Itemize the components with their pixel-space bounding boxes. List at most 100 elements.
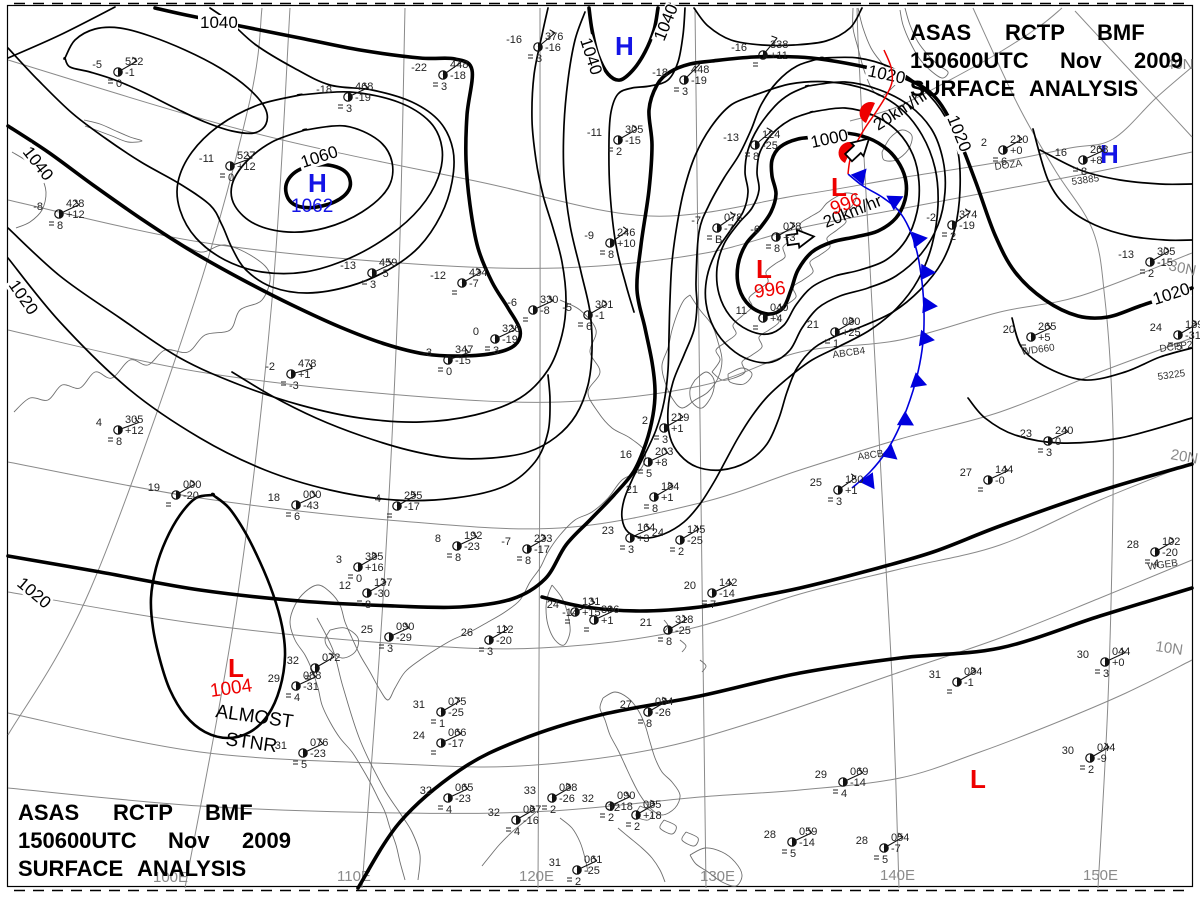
svg-text:-5: -5	[379, 268, 389, 280]
svg-text:30N: 30N	[1167, 257, 1197, 279]
svg-text:044: 044	[1097, 742, 1115, 754]
svg-text:24: 24	[547, 599, 559, 611]
svg-text:24: 24	[1150, 322, 1162, 334]
svg-text:054: 054	[891, 832, 909, 844]
svg-text:L: L	[228, 653, 244, 683]
svg-text:-17: -17	[534, 544, 550, 556]
svg-text:-16: -16	[545, 42, 561, 54]
svg-text:-25: -25	[584, 865, 600, 877]
svg-text:000: 000	[303, 489, 321, 501]
svg-text:044: 044	[1112, 646, 1130, 658]
svg-text:2009: 2009	[1134, 48, 1183, 73]
svg-text:-30: -30	[374, 588, 390, 600]
svg-text:8: 8	[646, 718, 652, 730]
svg-text:H: H	[615, 31, 634, 61]
svg-text:8: 8	[652, 503, 658, 515]
svg-text:150: 150	[845, 474, 863, 486]
svg-text:124: 124	[762, 129, 780, 141]
svg-text:21: 21	[807, 319, 819, 331]
svg-text:24: 24	[652, 527, 664, 539]
svg-text:203: 203	[655, 446, 673, 458]
svg-text:3: 3	[487, 646, 493, 658]
svg-text:066: 066	[448, 727, 466, 739]
svg-text:-43: -43	[303, 500, 319, 512]
svg-text:B: B	[715, 234, 722, 246]
svg-text:2: 2	[608, 812, 614, 824]
svg-text:8: 8	[753, 151, 759, 163]
svg-text:SURFACE: SURFACE	[18, 856, 123, 881]
svg-text:-3: -3	[422, 347, 432, 359]
svg-text:-20: -20	[496, 635, 512, 647]
svg-text:L: L	[756, 254, 772, 284]
svg-text:-15: -15	[625, 135, 641, 147]
svg-text:265: 265	[1038, 321, 1056, 333]
svg-text:16: 16	[620, 449, 632, 461]
svg-text:-12: -12	[430, 270, 446, 282]
svg-text:150E: 150E	[1083, 867, 1118, 884]
svg-text:0: 0	[446, 366, 452, 378]
svg-text:-6: -6	[750, 224, 760, 236]
svg-text:305: 305	[625, 124, 643, 136]
svg-text:7: 7	[710, 599, 716, 611]
svg-text:32: 32	[287, 655, 299, 667]
svg-text:SURFACE: SURFACE	[910, 76, 1015, 101]
svg-text:-17: -17	[448, 738, 464, 750]
svg-text:338: 338	[770, 39, 788, 51]
svg-text:192: 192	[464, 530, 482, 542]
svg-text:-19: -19	[355, 92, 371, 104]
svg-text:448: 448	[450, 59, 468, 71]
svg-text:374: 374	[959, 209, 977, 221]
svg-text:2: 2	[1148, 268, 1154, 280]
svg-text:L: L	[970, 764, 986, 794]
svg-text:396: 396	[601, 604, 619, 616]
svg-text:2: 2	[575, 876, 581, 888]
svg-text:25: 25	[810, 477, 822, 489]
svg-text:078: 078	[783, 221, 801, 233]
svg-text:+8: +8	[655, 457, 668, 469]
svg-text:2: 2	[981, 137, 987, 149]
svg-text:2: 2	[634, 821, 640, 833]
svg-text:+3: +3	[783, 232, 796, 244]
svg-text:20: 20	[1003, 324, 1015, 336]
svg-text:6: 6	[294, 511, 300, 523]
svg-text:246: 246	[617, 227, 635, 239]
svg-text:-8: -8	[33, 201, 43, 213]
svg-text:4: 4	[841, 788, 847, 800]
svg-text:2: 2	[616, 146, 622, 158]
svg-text:131: 131	[582, 596, 600, 608]
svg-text:+0: +0	[1112, 657, 1125, 669]
svg-text:-14: -14	[799, 837, 815, 849]
svg-text:8: 8	[57, 220, 63, 232]
svg-text:ASAS: ASAS	[18, 800, 79, 825]
svg-text:-5: -5	[562, 302, 572, 314]
svg-text:1040: 1040	[200, 13, 238, 32]
svg-text:30: 30	[1062, 745, 1074, 757]
svg-text:-2: -2	[265, 361, 275, 373]
svg-text:32: 32	[582, 793, 594, 805]
svg-text:-7: -7	[501, 536, 511, 548]
svg-text:-19: -19	[691, 75, 707, 87]
svg-text:090: 090	[617, 790, 635, 802]
svg-text:+1: +1	[671, 423, 684, 435]
svg-text:-16: -16	[506, 34, 522, 46]
svg-text:-13: -13	[723, 132, 739, 144]
svg-text:120E: 120E	[519, 868, 554, 885]
svg-text:061: 061	[584, 854, 602, 866]
svg-text:BMF: BMF	[1097, 20, 1145, 45]
svg-text:3: 3	[836, 496, 842, 508]
svg-text:12: 12	[339, 580, 351, 592]
svg-text:+12: +12	[237, 161, 256, 173]
svg-text:-18: -18	[316, 84, 332, 96]
svg-text:0: 0	[356, 573, 362, 585]
svg-text:4: 4	[294, 692, 300, 704]
svg-text:3: 3	[493, 345, 499, 357]
svg-text:4: 4	[375, 493, 381, 505]
svg-text:075: 075	[448, 696, 466, 708]
svg-text:-29: -29	[396, 632, 412, 644]
svg-text:2009: 2009	[242, 828, 291, 853]
svg-text:3: 3	[1103, 668, 1109, 680]
svg-text:305: 305	[1157, 246, 1175, 258]
svg-text:0: 0	[116, 78, 122, 90]
svg-text:+5: +5	[1038, 332, 1051, 344]
svg-text:376: 376	[545, 31, 563, 43]
